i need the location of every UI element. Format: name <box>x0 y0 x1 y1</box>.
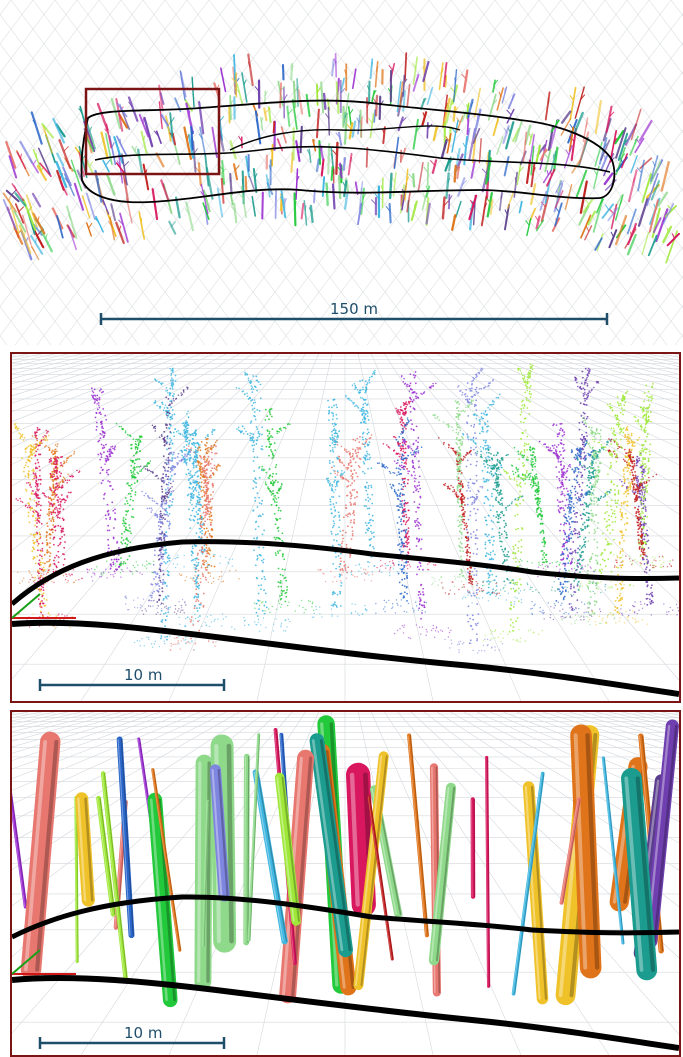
axis-marker-green <box>12 593 41 619</box>
tree-point-cloud <box>253 407 315 614</box>
stem-cylinder <box>252 769 288 945</box>
scale-bar-label: 150 m <box>330 300 379 318</box>
stem-cylinder <box>367 795 394 961</box>
tree-point-cloud <box>578 390 635 591</box>
tree-point-cloud <box>476 448 540 594</box>
ground-grid <box>0 0 683 345</box>
stem-cylinder <box>194 754 213 990</box>
tree-point-cloud <box>139 386 189 616</box>
stem-cylinder <box>570 724 602 979</box>
stem-cylinder <box>243 753 250 946</box>
tree-point-cloud <box>393 371 452 639</box>
trajectory-inner-path <box>94 145 611 173</box>
trajectory-path-lower <box>12 974 679 1051</box>
cylinder-scene <box>12 712 679 1055</box>
stem-cylinder <box>601 756 625 945</box>
tree-point-cloud <box>543 367 602 621</box>
tree-point-cloud <box>607 438 674 569</box>
stem-cylinder <box>247 733 261 942</box>
tree-point-cloud <box>311 398 368 619</box>
tree-point-cloud <box>461 393 523 605</box>
stem-cylinder <box>511 771 545 996</box>
stem-cylinder <box>100 771 128 980</box>
point-cloud-trees <box>12 363 679 654</box>
stem-cylinder <box>274 772 301 926</box>
stem-cylinder <box>75 792 95 907</box>
zoom-point-cloud-panel: 10 m <box>10 352 681 703</box>
tree-point-cloud <box>169 444 222 651</box>
tree-point-cloud <box>530 439 595 616</box>
trajectory-path-lower <box>12 619 679 697</box>
tree-point-cloud <box>444 367 504 654</box>
stem-cylinders <box>12 715 679 1008</box>
tree-point-cloud <box>510 446 576 574</box>
tree-point-cloud <box>482 363 544 643</box>
scale-bar <box>99 313 609 325</box>
tree-point-cloud <box>231 371 291 632</box>
overview-panel: 150 m <box>0 0 683 345</box>
tree-point-cloud <box>29 455 90 584</box>
scale-bar <box>38 1037 226 1049</box>
tree-point-cloud <box>613 382 671 569</box>
axis-marker-green <box>12 949 41 975</box>
stem-cylinder <box>485 755 491 988</box>
tree-point-cloud <box>12 427 73 628</box>
trajectory-path <box>80 99 616 204</box>
stem-cylinder <box>407 733 429 938</box>
stem-cylinder <box>96 795 116 917</box>
tree-point-cloud <box>431 399 493 588</box>
zoom-cylinders-panel: 10 m <box>10 710 681 1057</box>
tree-point-cloud <box>86 387 143 582</box>
stem-cylinder <box>201 799 210 948</box>
stem-cylinder <box>470 797 476 899</box>
tree-point-cloud <box>561 417 619 626</box>
stem-cylinder <box>12 792 28 909</box>
zoom-region-box <box>84 87 221 176</box>
stem-cylinder <box>621 768 658 981</box>
scale-bar-label: 10 m <box>124 666 163 684</box>
trajectory-path-upper <box>12 894 679 940</box>
ground-grid <box>12 354 679 701</box>
stem-cylinder <box>428 782 457 966</box>
tree-point-cloud <box>317 434 374 583</box>
stem-cylinder <box>209 764 230 902</box>
trajectory-path-upper <box>12 539 679 606</box>
stem-cylinder <box>20 731 61 980</box>
scale-bar <box>38 679 226 691</box>
tree-point-cloud <box>94 422 155 576</box>
point-cloud-scene <box>12 354 679 701</box>
stem-cylinder <box>151 768 182 952</box>
stem-cylinder <box>559 797 581 905</box>
overview-scene <box>0 0 683 345</box>
tree-point-cloud <box>344 369 401 577</box>
trajectory-inner-path-2 <box>229 125 461 151</box>
stem-cylinder <box>353 751 389 991</box>
scale-bar-label: 10 m <box>124 1024 163 1042</box>
